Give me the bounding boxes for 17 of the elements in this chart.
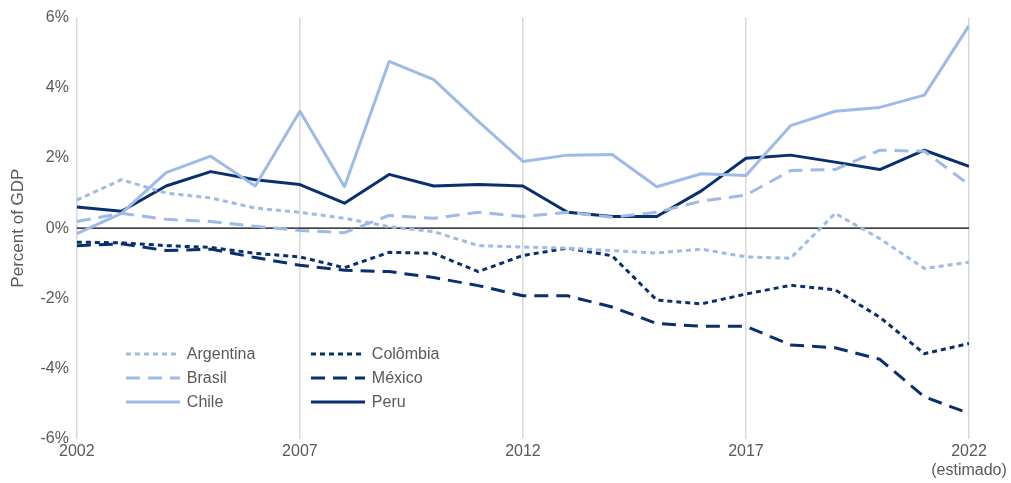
legend-label: México (371, 368, 423, 387)
x-tick-label: 2017 (728, 441, 764, 459)
y-axis-title: Percent of GDP (7, 168, 27, 288)
x-tick-label: 2007 (282, 441, 318, 459)
legend-label: Brasil (186, 368, 227, 387)
legend-label: Colômbia (371, 344, 440, 363)
y-tick-label: 2% (45, 148, 69, 166)
y-tick-label: -4% (40, 358, 69, 376)
x-tick-label: 2022 (estimado) (931, 441, 1007, 478)
y-tick-label: 4% (45, 78, 69, 96)
x-tick-label: 2012 (505, 441, 541, 459)
legend-label: Chile (186, 392, 224, 411)
y-tick-label: -2% (40, 288, 69, 306)
legend-label: Argentina (186, 344, 256, 363)
y-tick-label: 6% (45, 8, 69, 26)
legend-label: Peru (371, 392, 406, 411)
y-tick-label: 0% (45, 218, 69, 236)
